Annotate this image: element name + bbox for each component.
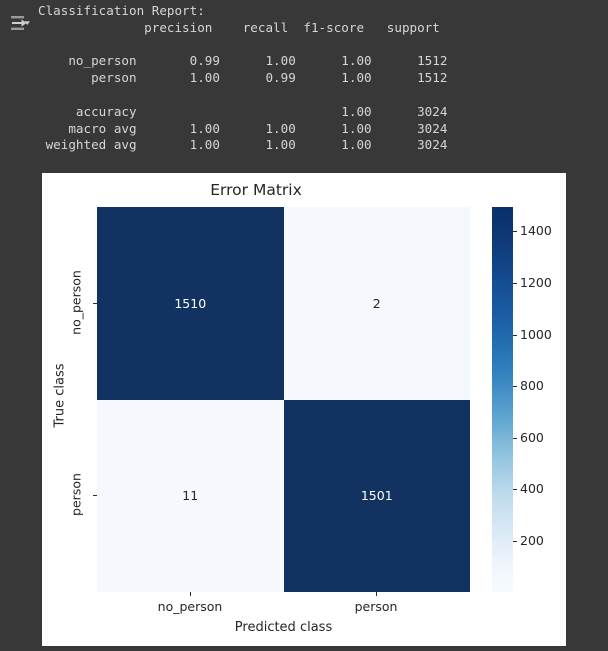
xtick-mark-no-person xyxy=(190,592,191,596)
colorbar-tick-800 xyxy=(513,386,517,387)
heatmap-axes: 1510 2 11 1501 xyxy=(97,207,470,592)
classification-report: Classification Report: precision recall … xyxy=(38,3,447,154)
error-matrix-figure: Error Matrix 1510 2 11 1501 no_person pe… xyxy=(42,173,566,646)
xtick-label-person: person xyxy=(354,599,398,614)
heatmap-cell-true-no-person-pred-person: 2 xyxy=(283,207,470,400)
colorbar xyxy=(492,207,513,592)
colorbar-tick-1000 xyxy=(513,335,517,336)
colorbar-label-1400: 1400 xyxy=(520,223,552,238)
report-row-macro-avg: macro avg 1.00 1.00 1.00 3024 xyxy=(38,120,448,136)
colorbar-label-800: 800 xyxy=(520,378,544,393)
colorbar-tick-600 xyxy=(513,438,517,439)
report-row-weighted-avg: weighted avg 1.00 1.00 1.00 3024 xyxy=(38,137,448,153)
y-axis-label: True class xyxy=(52,363,68,428)
colorbar-label-1200: 1200 xyxy=(520,275,552,290)
report-header-row: precision recall f1-score support xyxy=(38,19,440,35)
x-axis-label: Predicted class xyxy=(234,620,333,635)
report-spacer xyxy=(38,37,447,54)
ytick-label-no-person: no_person xyxy=(68,270,84,335)
colorbar-tick-1400 xyxy=(513,231,517,232)
xtick-mark-person xyxy=(376,592,377,596)
report-title: Classification Report: xyxy=(38,3,205,18)
colorbar-gradient xyxy=(492,207,513,592)
ytick-label-person: person xyxy=(68,473,84,516)
report-row-person: person 1.00 0.99 1.00 1512 xyxy=(38,70,448,86)
report-row-no-person: no_person 0.99 1.00 1.00 1512 xyxy=(38,53,448,69)
colorbar-label-1000: 1000 xyxy=(520,327,552,342)
report-spacer-2 xyxy=(38,87,447,104)
report-row-accuracy: accuracy 1.00 3024 xyxy=(38,103,448,119)
chart-title: Error Matrix xyxy=(210,181,302,199)
heatmap-cell-true-person-pred-no-person: 11 xyxy=(97,399,284,592)
heatmap-cell-true-person-pred-person: 1501 xyxy=(283,399,470,592)
heatmap-cell-true-no-person-pred-no-person: 1510 xyxy=(97,207,284,400)
colorbar-label-200: 200 xyxy=(520,533,544,548)
colorbar-label-400: 400 xyxy=(520,481,544,496)
output-collapse-icon[interactable] xyxy=(7,10,33,36)
heatmap-row-no-person: 1510 2 xyxy=(97,207,470,400)
colorbar-tick-400 xyxy=(513,489,517,490)
heatmap-row-person: 11 1501 xyxy=(97,399,470,592)
colorbar-label-600: 600 xyxy=(520,430,544,445)
ytick-mark-person xyxy=(93,495,97,496)
colorbar-tick-1200 xyxy=(513,283,517,284)
ytick-mark-no-person xyxy=(93,303,97,304)
colorbar-tick-200 xyxy=(513,541,517,542)
xtick-label-no-person: no_person xyxy=(157,599,223,614)
